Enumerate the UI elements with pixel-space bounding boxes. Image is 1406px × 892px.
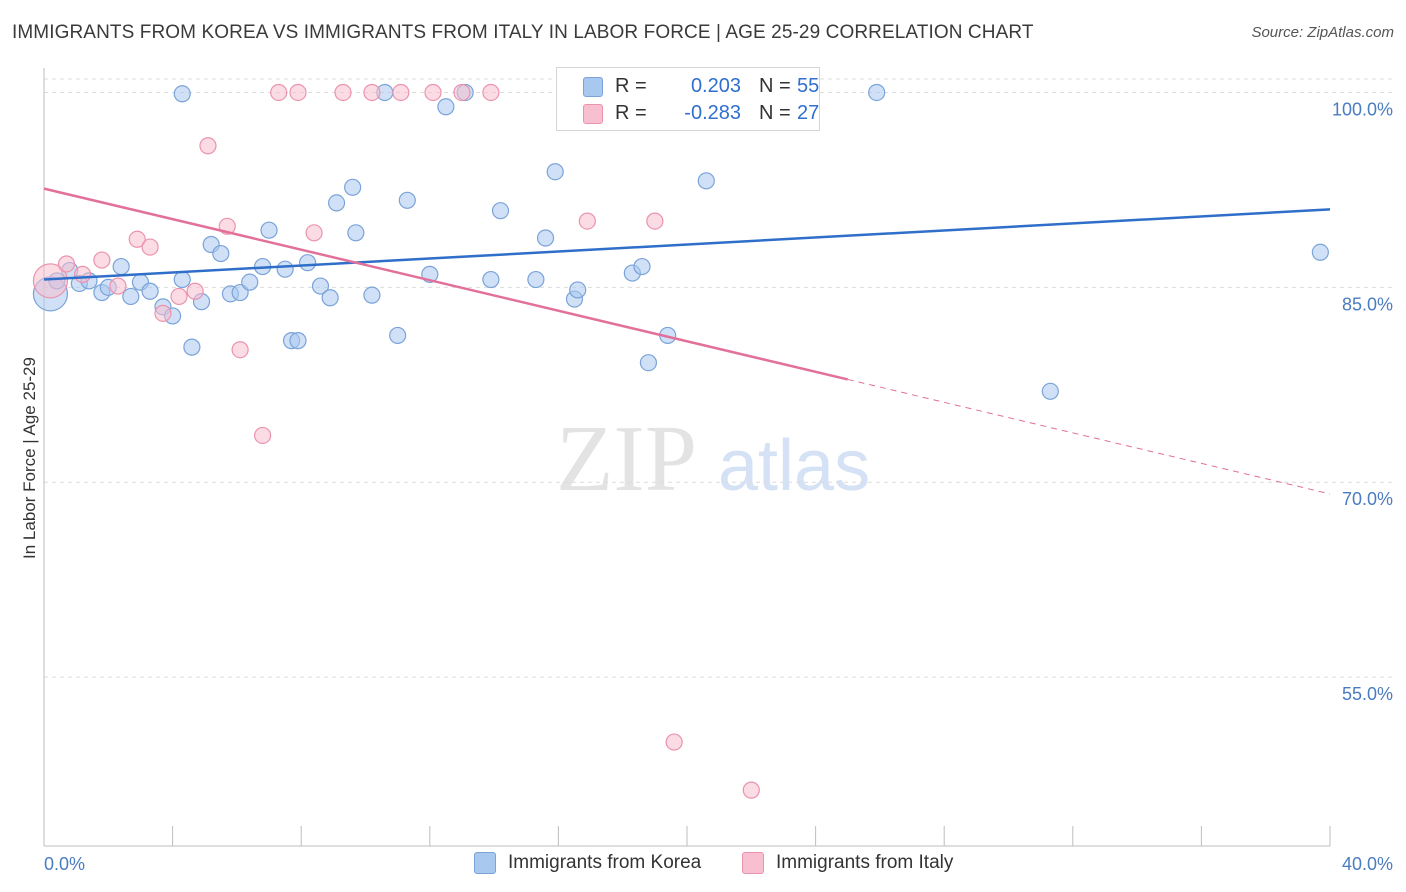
korea-point [697,172,715,190]
gridlines [44,78,1394,678]
italy-trend-extension [847,378,1331,495]
korea-point [122,287,140,306]
italy-point [424,83,442,102]
italy-legend-swatch [742,852,764,874]
korea-point [363,286,381,304]
italy-point [231,341,249,359]
data-points [32,83,1329,799]
korea-legend-swatch [474,852,496,874]
x-tick-label-max: 40.0% [1342,854,1393,874]
italy-point [289,83,307,102]
italy-point [57,255,76,273]
italy-point [305,224,323,242]
korea-point [389,326,407,345]
korea-point [491,202,510,220]
korea-point [321,289,339,307]
italy-point [363,83,381,102]
italy-point [73,265,92,283]
korea-point [141,282,159,300]
korea-point [299,254,317,272]
italy-point [254,426,272,445]
italy-trend-line [43,187,849,381]
italy-point [109,277,127,295]
italy-point [334,83,352,102]
x-tick-label-min: 0.0% [44,854,85,874]
italy-r-label: R = [615,101,647,124]
y-tick-label: 70.0% [1342,489,1393,509]
y-tick-label: 100.0% [1332,99,1393,119]
italy-point [170,287,188,306]
korea-point [327,194,346,212]
italy-point [453,83,471,102]
korea-point [546,163,564,181]
trend-lines [43,187,1331,495]
korea-point [173,270,191,289]
italy-swatch [583,104,603,124]
y-tick-label: 85.0% [1342,294,1393,314]
korea-point [633,257,651,276]
korea-point [276,260,294,278]
italy-n-value: 27 [797,101,820,124]
italy-point [93,251,111,269]
korea-point [569,281,587,299]
korea-point [398,191,416,209]
korea-point [868,83,886,102]
correlation-legend: R = 0.203 N = 55 R = -0.283 N = 27 [556,67,820,131]
korea-point [112,257,130,276]
italy-point [199,137,217,155]
series-legend: Immigrants from Korea Immigrants from It… [0,852,1406,878]
axes [43,68,1331,847]
italy-point [186,282,204,300]
y-tick-label: 55.0% [1342,684,1393,704]
korea-r-label: R = [615,74,647,97]
italy-point [578,212,596,230]
italy-point [742,781,760,799]
italy-point [154,304,172,322]
italy-point [646,212,664,230]
korea-point [1311,243,1329,261]
korea-r-value: 0.203 [690,74,741,97]
korea-point [311,277,330,295]
korea-point [173,85,191,103]
korea-point [482,270,500,289]
korea-trend-line [43,208,1331,281]
watermark: ZIP atlas [556,407,870,511]
italy-r-value: -0.283 [684,101,741,124]
italy-point [270,83,288,102]
korea-point [347,224,365,242]
watermark-zip: ZIP [556,407,697,511]
italy-point [32,263,69,299]
chart-title: IMMIGRANTS FROM KOREA VS IMMIGRANTS FROM… [12,22,1034,43]
italy-point [141,238,159,256]
korea-point [1041,382,1059,400]
source-label: Source: ZipAtlas.com [1251,24,1394,41]
korea-legend-label: Immigrants from Korea [508,852,702,873]
italy-n-label: N = [759,101,791,124]
italy-point [482,83,500,102]
korea-n-label: N = [759,74,791,97]
korea-point [212,244,230,263]
legend-item-italy[interactable]: Immigrants from Italy [742,852,953,874]
korea-point [527,270,545,289]
korea-point [183,338,201,356]
korea-point [344,178,362,196]
korea-point [639,354,658,372]
korea-swatch [583,77,603,97]
korea-point [289,332,307,350]
tick-labels: 100.0% 85.0% 70.0% 55.0% 0.0% 40.0% [44,99,1393,874]
legend-item-korea[interactable]: Immigrants from Korea [474,852,701,874]
korea-point [241,273,259,291]
italy-point [128,230,146,248]
korea-point [536,229,555,247]
italy-point [665,733,683,751]
watermark-atlas: atlas [718,426,870,506]
korea-point [260,221,278,239]
italy-legend-label: Immigrants from Italy [776,852,954,873]
korea-point [437,98,455,116]
italy-point [392,83,410,102]
korea-n-value: 55 [797,74,820,97]
